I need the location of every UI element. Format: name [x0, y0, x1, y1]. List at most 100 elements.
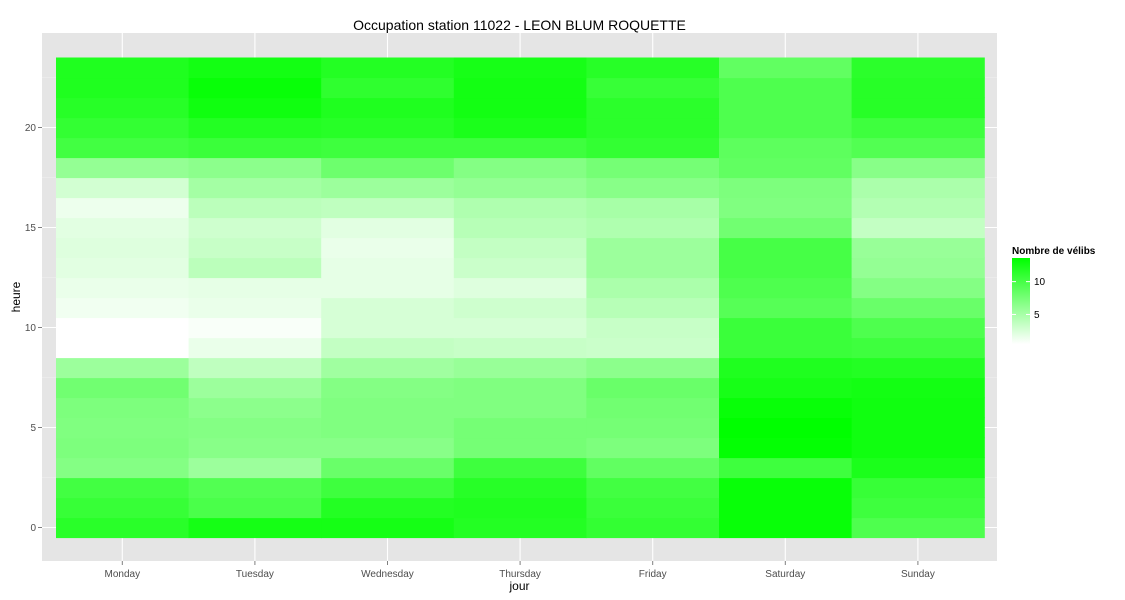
heatmap-cell [586, 417, 720, 439]
heatmap-cell [851, 337, 985, 359]
heatmap-cell [188, 97, 322, 119]
heatmap-cell [719, 257, 853, 279]
heatmap-cell [586, 477, 720, 499]
heatmap-cell [188, 337, 322, 359]
heatmap-cell [719, 477, 853, 499]
heatmap-cell [453, 177, 587, 199]
heatmap-cell [188, 457, 322, 479]
heatmap-cell [56, 317, 190, 339]
heatmap-cell [851, 397, 985, 419]
heatmap-cell [586, 97, 720, 119]
y-axis: 0 5 10 15 20 [25, 123, 42, 534]
heatmap-cell [56, 477, 190, 499]
heatmap-cell [586, 357, 720, 379]
heatmap-cell [586, 257, 720, 279]
x-tick-label: Sunday [901, 569, 935, 580]
heatmap-cell [851, 417, 985, 439]
heatmap-cell [586, 77, 720, 99]
heatmap-cell [586, 497, 720, 519]
heatmap-cell [56, 157, 190, 179]
heatmap-cell [56, 137, 190, 159]
heatmap-cell [188, 157, 322, 179]
heatmap-cell [851, 217, 985, 239]
heatmap-cell [321, 137, 455, 159]
heatmap-cell [188, 177, 322, 199]
heatmap-cell [719, 57, 853, 79]
heatmap-cell [851, 277, 985, 299]
heatmap-cell [719, 317, 853, 339]
heatmap-cell [453, 437, 587, 459]
heatmap-cell [453, 237, 587, 259]
heatmap-cell [719, 417, 853, 439]
heatmap-cell [56, 97, 190, 119]
heatmap-tiles [56, 57, 985, 539]
heatmap-cell [56, 77, 190, 99]
heatmap-cell [56, 117, 190, 139]
chart-title: Occupation station 11022 - LEON BLUM ROQ… [353, 17, 686, 33]
heatmap-cell [586, 277, 720, 299]
heatmap-cell [453, 257, 587, 279]
heatmap-cell [453, 77, 587, 99]
heatmap-cell [188, 217, 322, 239]
heatmap-cell [453, 217, 587, 239]
heatmap-cell [321, 97, 455, 119]
colorbar [1012, 258, 1030, 344]
heatmap-cell [586, 297, 720, 319]
heatmap-cell [719, 397, 853, 419]
heatmap-cell [321, 477, 455, 499]
heatmap-cell [321, 57, 455, 79]
heatmap-cell [719, 197, 853, 219]
heatmap-cell [321, 337, 455, 359]
colorbar-tick-label: 5 [1034, 310, 1040, 321]
heatmap-cell [586, 197, 720, 219]
heatmap-cell [188, 357, 322, 379]
heatmap-cell [851, 237, 985, 259]
heatmap-cell [586, 397, 720, 419]
x-tick-label: Thursday [499, 569, 541, 580]
legend-title: Nombre de vélibs [1012, 246, 1096, 257]
heatmap-cell [188, 77, 322, 99]
heatmap-cell [719, 517, 853, 539]
heatmap-cell [56, 237, 190, 259]
heatmap-cell [321, 77, 455, 99]
heatmap-cell [851, 257, 985, 279]
x-tick-label: Wednesday [361, 569, 414, 580]
heatmap-cell [453, 417, 587, 439]
heatmap-cell [453, 317, 587, 339]
heatmap-cell [56, 397, 190, 419]
heatmap-cell [586, 437, 720, 459]
heatmap-cell [321, 377, 455, 399]
heatmap-cell [453, 57, 587, 79]
heatmap-cell [56, 437, 190, 459]
heatmap-cell [453, 157, 587, 179]
heatmap-cell [586, 317, 720, 339]
heatmap-cell [56, 297, 190, 319]
heatmap-cell [851, 117, 985, 139]
x-axis: Monday Tuesday Wednesday Thursday Friday Satu… [105, 561, 935, 580]
y-tick-label: 15 [25, 223, 37, 234]
colorbar-ticks: 5 10 [1012, 277, 1046, 321]
heatmap-cell [321, 277, 455, 299]
heatmap-cell [321, 237, 455, 259]
heatmap-cell [586, 57, 720, 79]
heatmap-cell [851, 357, 985, 379]
heatmap-cell [851, 437, 985, 459]
x-tick-label: Tuesday [236, 569, 274, 580]
heatmap-cell [851, 57, 985, 79]
heatmap-cell [56, 57, 190, 79]
heatmap-cell [453, 477, 587, 499]
heatmap-cell [586, 517, 720, 539]
heatmap-cell [851, 77, 985, 99]
heatmap-cell [586, 377, 720, 399]
heatmap-cell [321, 257, 455, 279]
heatmap-cell [719, 497, 853, 519]
heatmap-cell [56, 417, 190, 439]
heatmap-cell [56, 217, 190, 239]
y-tick-label: 10 [25, 323, 37, 334]
heatmap-cell [188, 237, 322, 259]
heatmap-cell [453, 377, 587, 399]
heatmap-cell [719, 337, 853, 359]
heatmap-cell [188, 497, 322, 519]
heatmap-cell [321, 297, 455, 319]
